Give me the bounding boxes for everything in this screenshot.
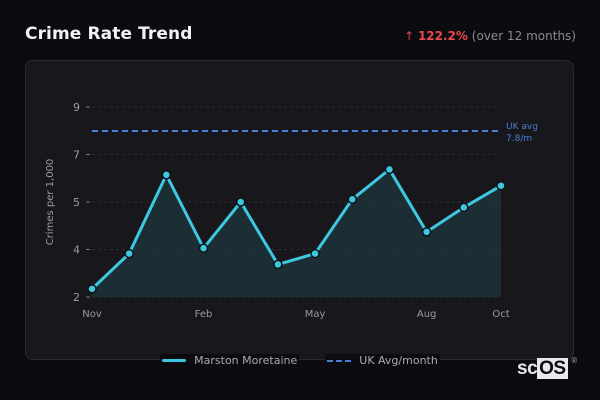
data-point[interactable]: [124, 248, 134, 259]
data-point[interactable]: [198, 243, 209, 253]
data-point[interactable]: [384, 164, 395, 175]
dashed-line-swatch-icon: [327, 359, 352, 362]
uk-avg-annotation: UK avg: [506, 122, 538, 132]
change-indicator: ↑ 122.2% (over 12 months): [404, 29, 576, 43]
y-tick-label: 7: [73, 149, 80, 162]
legend-item-series[interactable]: Marston Moretaine: [160, 354, 300, 367]
change-period: (over 12 months): [471, 29, 576, 43]
y-tick-label: 2: [73, 291, 80, 304]
y-tick-label: 9: [73, 101, 80, 114]
data-point[interactable]: [87, 284, 97, 294]
page-title: Crime Rate Trend: [25, 24, 193, 44]
data-point[interactable]: [421, 227, 432, 237]
data-point[interactable]: [459, 202, 469, 213]
scos-logo: sc OS ®: [517, 356, 577, 380]
data-point[interactable]: [496, 180, 506, 191]
y-axis: 2 4 5 7 9: [73, 101, 90, 304]
legend-label-uk-avg: UK Avg/month: [359, 354, 438, 367]
y-tick-label: 4: [73, 244, 80, 257]
data-point[interactable]: [347, 194, 358, 205]
change-percent: 122.2%: [417, 29, 468, 43]
x-tick-label: May: [305, 309, 326, 320]
x-tick-label: Oct: [492, 309, 509, 320]
data-point[interactable]: [310, 248, 320, 259]
legend-label-series: Marston Moretaine: [194, 354, 298, 367]
logo-box: OS: [537, 358, 568, 379]
solid-line-swatch-icon: [162, 359, 187, 362]
data-point[interactable]: [161, 170, 172, 180]
y-axis-label: Crimes per 1,000: [45, 159, 56, 246]
series-line: [90, 167, 502, 290]
series-area: [92, 169, 501, 297]
legend: Marston Moretaine UK Avg/month: [0, 354, 600, 367]
legend-item-uk-avg[interactable]: UK Avg/month: [325, 354, 440, 367]
registered-icon: ®: [571, 356, 577, 365]
uk-avg-annotation-value: 7.8/m: [506, 134, 532, 144]
data-point[interactable]: [273, 259, 283, 270]
x-axis: Nov Feb May Aug Oct: [82, 309, 509, 320]
trend-up-icon: ↑: [404, 29, 415, 43]
y-tick-label: 5: [73, 196, 80, 209]
x-tick-label: Feb: [195, 309, 213, 320]
logo-prefix: sc: [517, 358, 538, 379]
data-point[interactable]: [235, 197, 246, 207]
data-points: [87, 164, 506, 294]
x-tick-label: Aug: [417, 309, 437, 320]
x-tick-label: Nov: [82, 309, 102, 320]
